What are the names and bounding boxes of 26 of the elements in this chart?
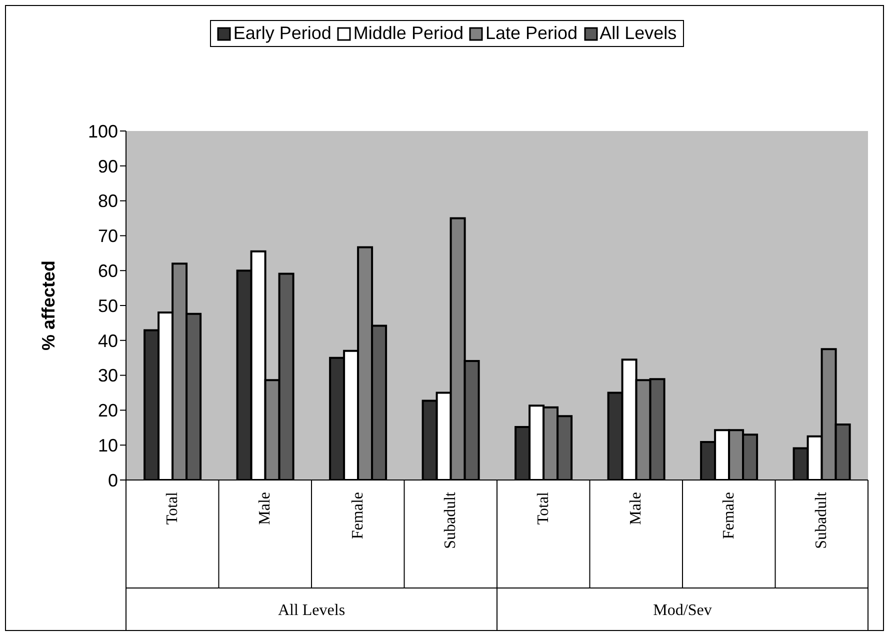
- legend-label: Middle Period: [352, 23, 464, 44]
- text: All Levels: [276, 602, 346, 620]
- y-tick-label: 30: [98, 366, 118, 386]
- x-tick-label: Female: [720, 492, 738, 540]
- y-tick-label: 100: [88, 121, 118, 142]
- y-tick-label: 20: [98, 400, 118, 421]
- y-axis-title: % affected: [38, 260, 58, 351]
- y-tick-label: 0: [108, 470, 118, 490]
- x-tick-label: Male: [256, 492, 274, 525]
- x-tick-label: Total: [164, 491, 181, 525]
- x-tick-label: Female: [349, 492, 366, 540]
- y-tick-label: 50: [98, 296, 118, 316]
- x-tick-label: Subadult: [813, 491, 830, 549]
- y-tick-label: 60: [98, 260, 118, 281]
- x-tick-label: Male: [628, 492, 645, 525]
- legend-label: Early Period: [232, 23, 332, 44]
- y-tick-label: 40: [98, 330, 118, 351]
- y-tick-label: 80: [98, 191, 118, 212]
- x-tick-label: Subadult: [442, 491, 460, 549]
- y-tick-label: 70: [98, 226, 118, 246]
- legend-label: Late Period: [484, 23, 578, 44]
- y-tick-label: 10: [98, 435, 118, 456]
- legend-label: All Levels: [598, 23, 677, 44]
- text: Mod/Sev: [652, 602, 713, 620]
- y-tick-label: 90: [98, 156, 118, 176]
- x-tick-label: Total: [534, 491, 552, 525]
